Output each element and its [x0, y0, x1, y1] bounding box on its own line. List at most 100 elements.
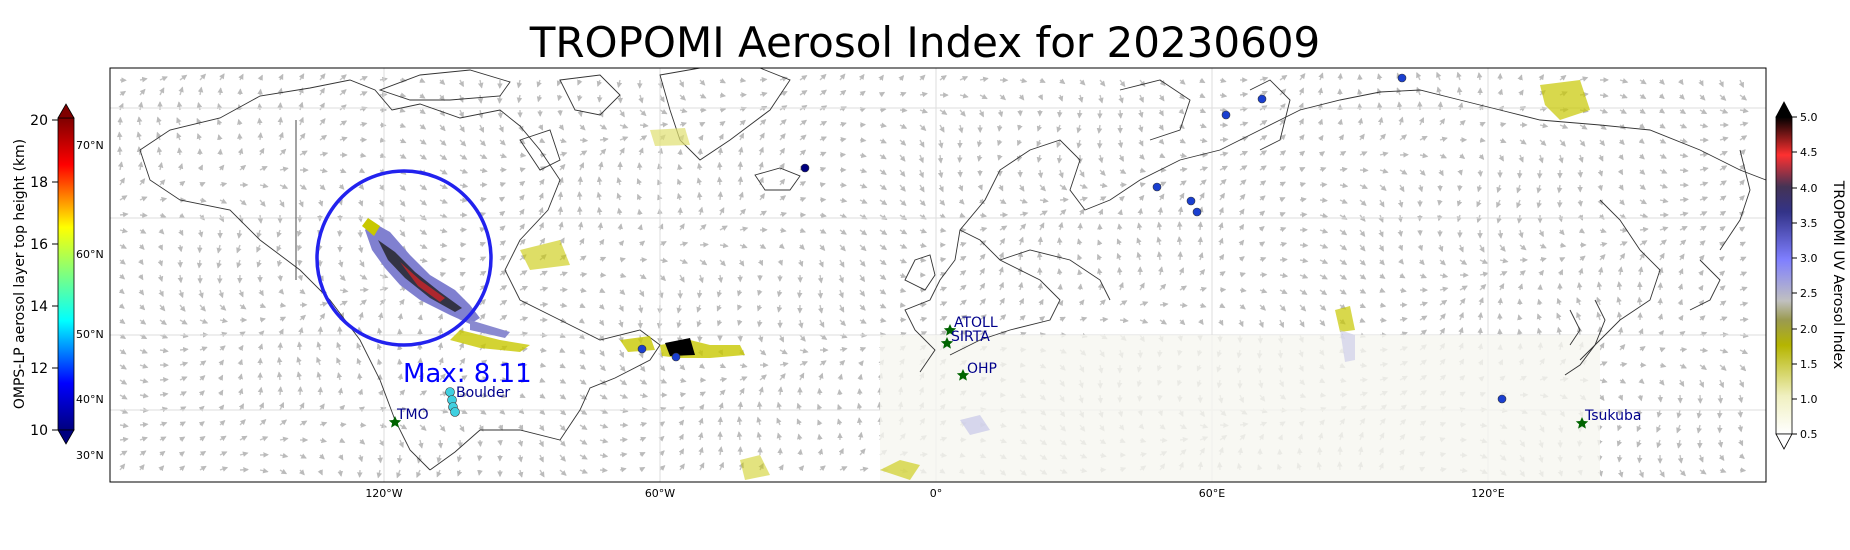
wind-arrow — [759, 193, 765, 201]
wind-arrow — [1298, 134, 1305, 141]
wind-arrow — [357, 199, 364, 207]
wind-arrow — [276, 371, 283, 381]
wind-arrow — [1179, 152, 1188, 159]
wind-arrow — [976, 154, 983, 162]
wind-arrow — [696, 191, 703, 201]
wind-arrow — [1019, 77, 1028, 84]
wind-arrow — [1399, 169, 1408, 175]
wind-arrow — [137, 161, 144, 171]
omps-point — [800, 163, 810, 173]
wind-arrow — [1337, 118, 1343, 126]
wind-arrow — [1359, 183, 1368, 190]
max-value-label: Max: 8.11 — [403, 359, 532, 389]
wind-arrow — [1219, 92, 1228, 99]
wind-arrow — [619, 136, 629, 142]
wind-arrow — [478, 124, 485, 133]
wind-arrow — [878, 91, 886, 98]
wind-arrow — [298, 199, 304, 208]
wind-arrow — [339, 89, 347, 96]
wind-arrow — [479, 196, 487, 203]
wind-arrow — [1636, 454, 1643, 464]
wind-arrow — [979, 93, 988, 100]
wind-arrow — [199, 181, 206, 188]
lon-tick-label: 0° — [930, 487, 943, 500]
wind-arrow — [1477, 169, 1483, 178]
wind-arrow — [1379, 184, 1387, 192]
wind-arrow — [1438, 169, 1444, 177]
wind-arrow — [756, 319, 763, 328]
wind-arrow — [638, 94, 644, 104]
wind-arrow — [439, 154, 448, 161]
wind-arrow — [1357, 73, 1363, 81]
wind-arrow — [1639, 198, 1648, 205]
wind-arrow — [637, 208, 643, 216]
wind-arrow — [1499, 138, 1507, 144]
wind-arrow — [459, 139, 467, 147]
wind-arrow — [139, 88, 146, 96]
wind-arrow — [176, 147, 183, 156]
wind-arrow — [536, 79, 542, 88]
wind-arrow — [437, 439, 444, 449]
wind-arrow — [319, 87, 325, 96]
wind-arrow — [978, 109, 985, 118]
wind-arrow — [599, 124, 608, 130]
wind-arrow — [1059, 184, 1068, 191]
wind-arrow — [737, 401, 744, 411]
wind-arrow — [259, 165, 268, 172]
wind-arrow — [1079, 196, 1088, 202]
wind-arrow — [358, 167, 366, 174]
wind-arrow — [799, 181, 807, 187]
wind-arrow — [459, 124, 465, 133]
wind-arrow — [1618, 184, 1624, 191]
wind-arrow — [159, 212, 167, 219]
wind-arrow — [176, 101, 183, 111]
wind-arrow — [1219, 151, 1229, 157]
wind-arrow — [1657, 297, 1663, 306]
wind-arrow — [879, 153, 887, 160]
right-colorbar-top-arrow — [1775, 101, 1793, 118]
wind-arrow — [1138, 109, 1144, 118]
wind-arrow — [879, 138, 887, 144]
wind-arrow — [919, 74, 926, 81]
wind-arrow — [1379, 199, 1385, 208]
wind-arrow — [1259, 150, 1268, 156]
wind-arrow — [1517, 74, 1523, 81]
wind-arrow — [299, 132, 306, 141]
wind-arrow — [179, 74, 188, 81]
wind-arrow — [1396, 101, 1403, 111]
wind-arrow — [1477, 327, 1483, 336]
wind-arrow — [257, 132, 264, 141]
wind-arrow — [819, 151, 827, 157]
wind-arrow — [1056, 154, 1063, 164]
wind-arrow — [1119, 168, 1127, 174]
wind-arrow — [1219, 192, 1225, 201]
right-colorbar-tick: 4.5 — [1800, 146, 1818, 159]
wind-arrow — [898, 74, 905, 82]
wind-arrow — [859, 152, 867, 159]
left-colorbar-tick: 16 — [30, 237, 48, 253]
wind-arrow — [319, 73, 326, 81]
wind-arrow — [1357, 117, 1364, 126]
left-colorbar-label: OMPS-LP aerosol layer top height (km) — [12, 139, 28, 409]
wind-arrow — [736, 416, 743, 426]
wind-arrow — [1359, 199, 1367, 207]
wind-arrow — [1056, 237, 1063, 246]
wind-arrow — [616, 79, 623, 89]
wind-arrow — [579, 124, 586, 131]
wind-arrow — [756, 401, 763, 411]
wind-arrow — [1359, 151, 1368, 157]
lat-tick-label: 40°N — [76, 393, 104, 406]
wind-arrow — [279, 166, 289, 173]
wind-arrow — [518, 194, 525, 201]
wind-arrow — [899, 184, 906, 192]
wind-arrow — [479, 139, 486, 147]
wind-arrow — [1457, 184, 1463, 192]
wind-arrow — [799, 134, 807, 141]
wind-arrow — [1396, 87, 1402, 96]
wind-arrow — [1076, 124, 1082, 134]
right-colorbar-gradient — [1775, 116, 1793, 435]
wind-arrow — [1259, 180, 1267, 186]
wind-arrow — [1197, 236, 1204, 246]
wind-arrow — [599, 467, 608, 473]
wind-arrow — [998, 184, 1004, 192]
